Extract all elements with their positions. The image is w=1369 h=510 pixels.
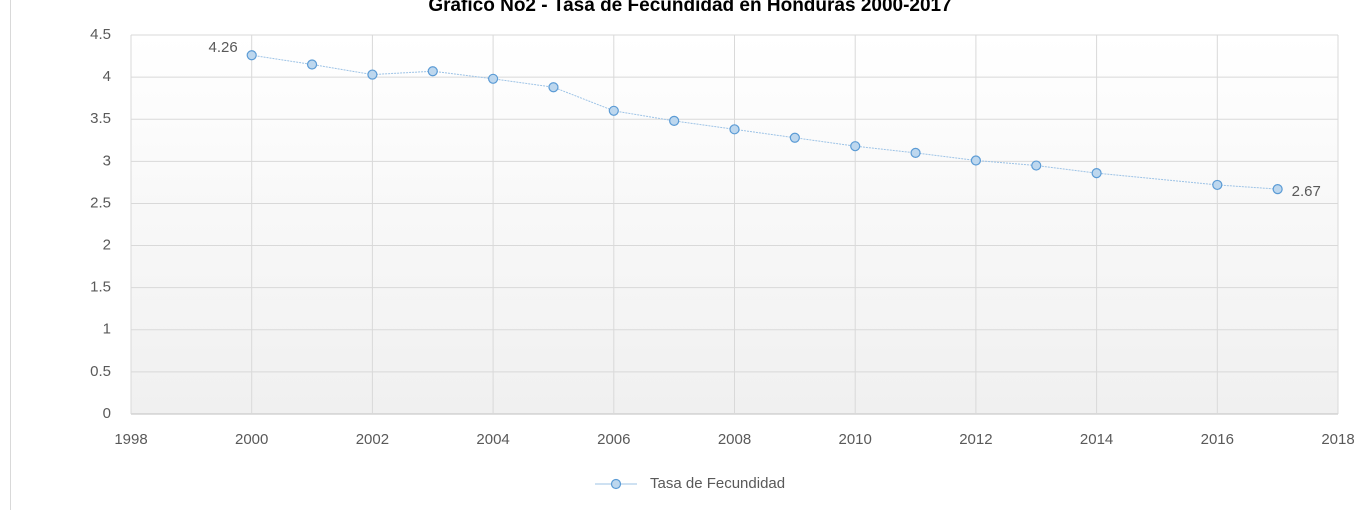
x-tick-label: 2006 [597,431,630,448]
legend-marker [610,478,622,490]
x-tick-label: 2002 [356,431,389,448]
x-tick-label: 2010 [839,431,872,448]
data-point [1091,168,1102,179]
y-tick-label: 0.5 [90,363,111,380]
data-point [910,147,921,159]
data-point [1031,160,1042,171]
x-tick-label: 2012 [959,431,992,448]
data-point [789,132,800,143]
x-tick-label: 2018 [1321,431,1354,448]
chart-title: Gráfico No2 - Tasa de Fecundidad en Hond… [428,0,951,16]
data-point [246,50,257,61]
data-point [970,155,982,166]
data-point [608,105,619,116]
series-line [251,54,1278,190]
y-tick-label: 0 [103,405,111,422]
data-label: 2.67 [1292,183,1321,200]
data-point [1212,179,1223,191]
legend-label: Tasa de Fecundidad [650,475,785,492]
data-point [367,69,378,80]
data-label: 4.26 [208,39,237,56]
x-tick-label: 1998 [114,431,147,448]
data-point [427,66,438,77]
x-tick-label: 2016 [1201,431,1234,448]
data-point [548,82,559,93]
y-tick-label: 2.5 [90,194,111,211]
x-tick-label: 2008 [718,431,751,448]
y-tick-label: 3 [103,152,111,169]
data-point [306,59,318,70]
x-tick-label: 2014 [1080,431,1113,448]
y-tick-label: 4.5 [90,26,111,43]
x-tick-label: 2000 [235,431,268,448]
data-point [488,73,499,84]
y-tick-label: 2 [103,237,111,254]
data-point [850,141,861,152]
y-tick-label: 1 [103,321,111,338]
x-tick-label: 2004 [476,431,509,448]
data-point [1272,184,1283,195]
y-tick-label: 1.5 [90,279,111,296]
data-point [729,124,740,135]
y-tick-label: 4 [103,68,111,85]
data-point [669,115,680,127]
y-tick-label: 3.5 [90,110,111,127]
